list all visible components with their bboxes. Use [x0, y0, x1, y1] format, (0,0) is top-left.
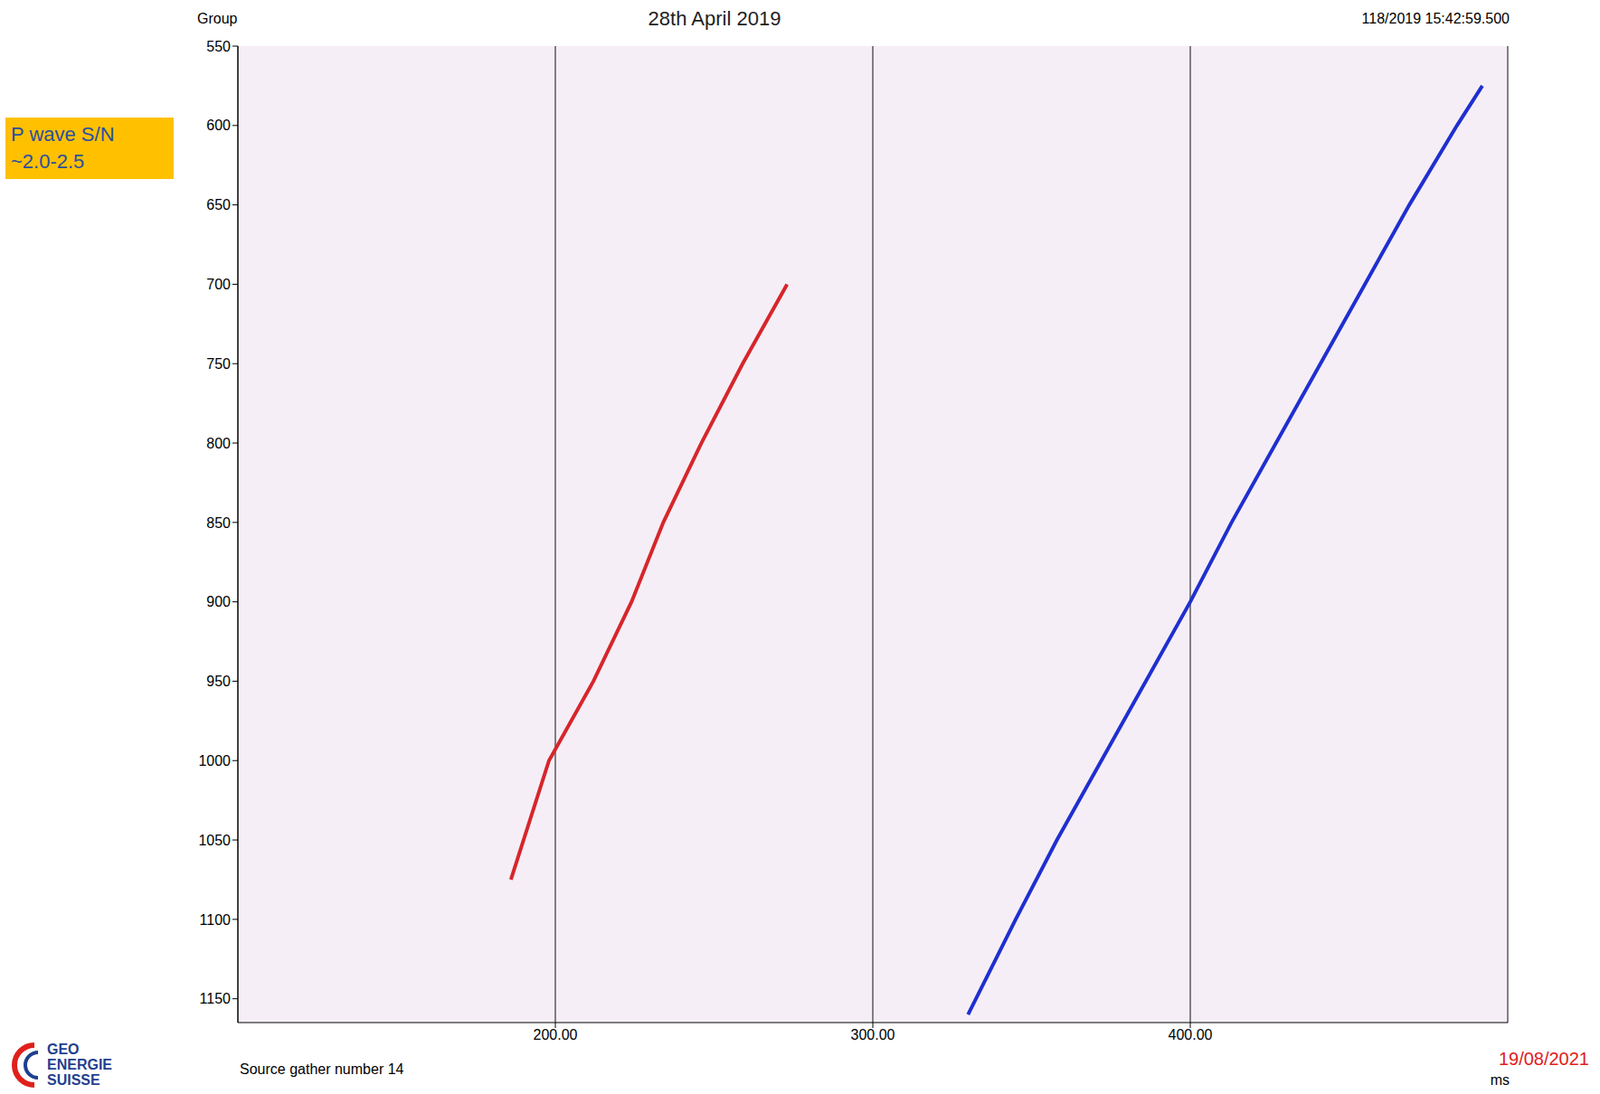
html-text:Source gather number 14: Source gather number 14	[239, 1061, 404, 1078]
svg-text:1150: 1150	[199, 991, 232, 1007]
svg-text:800: 800	[206, 435, 231, 452]
svg-text:950: 950	[206, 673, 231, 690]
html-text:118/2019 15:42:59.500: 118/2019 15:42:59.500	[1361, 10, 1510, 27]
html-text:P wave S/N: P wave S/N	[10, 123, 115, 146]
svg-text:850: 850	[206, 515, 231, 531]
svg-text:700: 700	[206, 276, 231, 293]
svg-text:1000: 1000	[198, 753, 231, 769]
svg-text:650: 650	[206, 197, 231, 213]
html-text:GEO: GEO	[47, 1041, 80, 1058]
svg-text:600: 600	[206, 117, 231, 133]
svg-text:400.00: 400.00	[1168, 1027, 1213, 1043]
svg-text:300.00: 300.00	[851, 1027, 896, 1043]
svg-text:550: 550	[206, 38, 231, 55]
html-text:Group: Group	[197, 10, 238, 27]
html-text:28th April 2019: 28th April 2019	[648, 7, 781, 30]
svg-text:900: 900	[206, 594, 231, 610]
svg-text:200.00: 200.00	[533, 1027, 578, 1043]
svg-text:1100: 1100	[199, 912, 232, 928]
html-text:SUISSE: SUISSE	[47, 1072, 101, 1089]
svg-text:750: 750	[206, 356, 231, 372]
html-text:19/08/2021: 19/08/2021	[1498, 1049, 1590, 1070]
html-text:ms: ms	[1490, 1072, 1510, 1089]
html-text:ENERGIE: ENERGIE	[47, 1057, 113, 1073]
html-text:~2.0-2.5: ~2.0-2.5	[10, 150, 85, 173]
svg-text:1050: 1050	[198, 833, 231, 849]
